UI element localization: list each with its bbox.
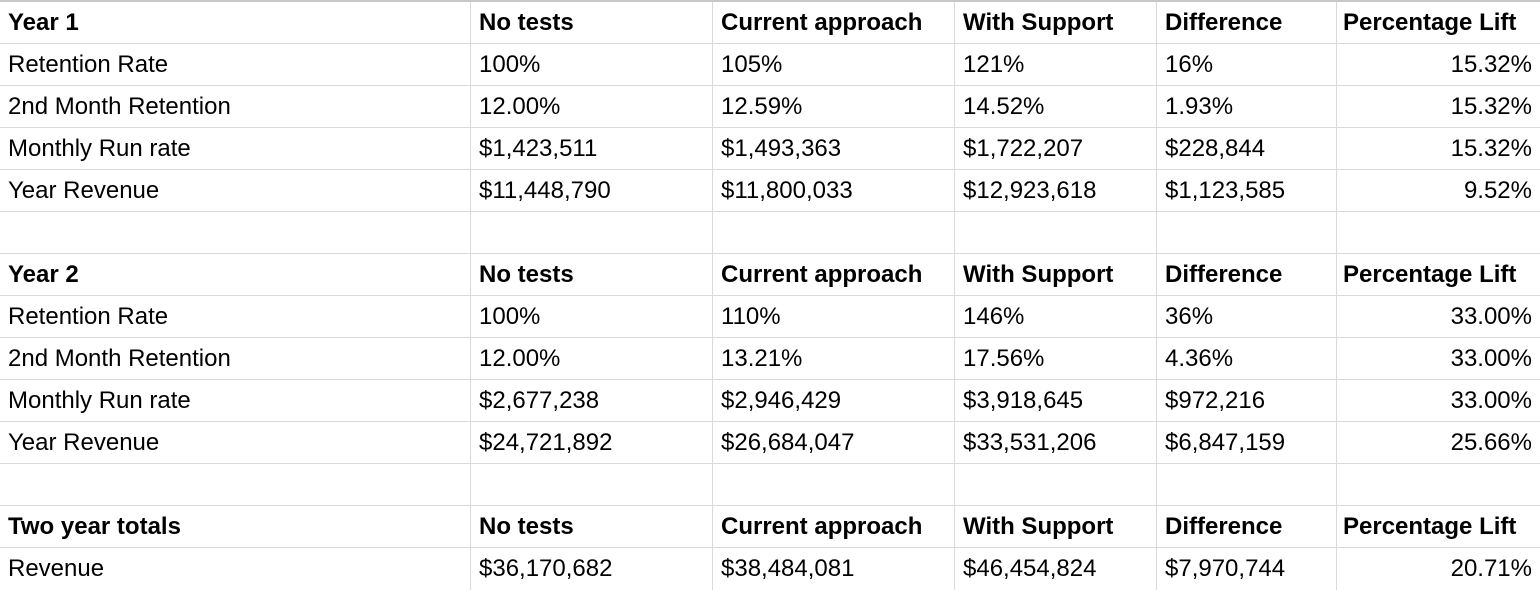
data-cell[interactable]: 121% bbox=[955, 44, 1157, 85]
data-cell[interactable]: 100% bbox=[471, 296, 713, 337]
empty-cell[interactable] bbox=[471, 212, 713, 253]
data-cell[interactable]: $1,493,363 bbox=[713, 128, 955, 169]
table-row: Retention Rate 100% 110% 146% 36% 33.00% bbox=[0, 296, 1540, 338]
row-label-cell[interactable]: Year Revenue bbox=[0, 422, 471, 463]
data-cell[interactable]: 25.66% bbox=[1450, 429, 1532, 456]
data-cell[interactable]: $11,800,033 bbox=[713, 170, 955, 211]
header-cell-current-approach[interactable]: Current approach bbox=[713, 254, 955, 295]
data-cell[interactable]: 15.32% bbox=[1450, 93, 1532, 120]
empty-cell[interactable] bbox=[1157, 212, 1337, 253]
table-row: Retention Rate 100% 105% 121% 16% 15.32% bbox=[0, 44, 1540, 86]
header-cell-with-support[interactable]: With Support bbox=[955, 254, 1157, 295]
header-cell-with-support[interactable]: With Support bbox=[955, 2, 1157, 43]
data-cell[interactable]: $2,677,238 bbox=[471, 380, 713, 421]
empty-row bbox=[0, 464, 1540, 506]
header-cell-difference[interactable]: Difference bbox=[1157, 254, 1337, 295]
data-cell[interactable]: 15.32% bbox=[1450, 135, 1532, 162]
data-cell[interactable]: 4.36% bbox=[1157, 338, 1337, 379]
section-header-row: Year 2 No tests Current approach With Su… bbox=[0, 254, 1540, 296]
data-cell[interactable]: 33.00% bbox=[1450, 345, 1532, 372]
empty-cell[interactable] bbox=[713, 464, 955, 505]
header-cell-difference[interactable]: Difference bbox=[1157, 2, 1337, 43]
data-cell[interactable]: 17.56% bbox=[955, 338, 1157, 379]
row-label-cell[interactable]: Retention Rate bbox=[0, 296, 471, 337]
data-cell[interactable]: $33,531,206 bbox=[955, 422, 1157, 463]
header-cell-no-tests[interactable]: No tests bbox=[471, 2, 713, 43]
header-cell-current-approach[interactable]: Current approach bbox=[713, 2, 955, 43]
header-cell-no-tests[interactable]: No tests bbox=[471, 506, 713, 547]
empty-cell[interactable] bbox=[1337, 212, 1540, 253]
data-cell[interactable]: 9.52% bbox=[1463, 177, 1532, 204]
header-cell-difference[interactable]: Difference bbox=[1157, 506, 1337, 547]
data-cell[interactable]: $46,454,824 bbox=[955, 548, 1157, 590]
data-cell[interactable]: 33.00% bbox=[1450, 303, 1532, 330]
table-row: Monthly Run rate $2,677,238 $2,946,429 $… bbox=[0, 380, 1540, 422]
header-cell-current-approach[interactable]: Current approach bbox=[713, 506, 955, 547]
data-cell[interactable]: $12,923,618 bbox=[955, 170, 1157, 211]
empty-cell[interactable] bbox=[471, 464, 713, 505]
header-cell-percentage-lift[interactable]: Percentage Lift bbox=[1343, 9, 1517, 36]
table-row: Revenue $36,170,682 $38,484,081 $46,454,… bbox=[0, 548, 1540, 590]
header-cell-no-tests[interactable]: No tests bbox=[471, 254, 713, 295]
row-label-cell[interactable]: Monthly Run rate bbox=[0, 380, 471, 421]
data-cell[interactable]: $11,448,790 bbox=[471, 170, 713, 211]
data-cell[interactable]: 110% bbox=[713, 296, 955, 337]
table-row: 2nd Month Retention 12.00% 12.59% 14.52%… bbox=[0, 86, 1540, 128]
data-cell[interactable]: 1.93% bbox=[1157, 86, 1337, 127]
data-cell[interactable]: $1,423,511 bbox=[471, 128, 713, 169]
data-cell[interactable]: $2,946,429 bbox=[713, 380, 955, 421]
data-cell[interactable]: $38,484,081 bbox=[713, 548, 955, 590]
empty-cell[interactable] bbox=[1157, 464, 1337, 505]
data-cell[interactable]: $6,847,159 bbox=[1157, 422, 1337, 463]
row-label-cell[interactable]: 2nd Month Retention bbox=[0, 86, 471, 127]
section-header-row: Year 1 No tests Current approach With Su… bbox=[0, 2, 1540, 44]
data-cell[interactable]: $1,722,207 bbox=[955, 128, 1157, 169]
data-cell[interactable]: 33.00% bbox=[1450, 387, 1532, 414]
data-cell[interactable]: 36% bbox=[1157, 296, 1337, 337]
data-cell[interactable]: 14.52% bbox=[955, 86, 1157, 127]
row-label-cell[interactable]: Monthly Run rate bbox=[0, 128, 471, 169]
row-label-cell[interactable]: Retention Rate bbox=[0, 44, 471, 85]
table-row: 2nd Month Retention 12.00% 13.21% 17.56%… bbox=[0, 338, 1540, 380]
data-cell[interactable]: $7,970,744 bbox=[1157, 548, 1337, 590]
row-label-cell[interactable]: Revenue bbox=[0, 548, 471, 590]
data-cell[interactable]: $24,721,892 bbox=[471, 422, 713, 463]
data-cell[interactable]: 15.32% bbox=[1450, 51, 1532, 78]
data-cell[interactable]: 105% bbox=[713, 44, 955, 85]
empty-cell[interactable] bbox=[0, 212, 471, 253]
data-cell[interactable]: 12.00% bbox=[471, 338, 713, 379]
empty-cell[interactable] bbox=[955, 464, 1157, 505]
data-cell[interactable]: $1,123,585 bbox=[1157, 170, 1337, 211]
empty-cell[interactable] bbox=[713, 212, 955, 253]
header-cell-percentage-lift[interactable]: Percentage Lift bbox=[1343, 513, 1517, 540]
data-cell[interactable]: 16% bbox=[1157, 44, 1337, 85]
data-cell[interactable]: $36,170,682 bbox=[471, 548, 713, 590]
header-cell-percentage-lift[interactable]: Percentage Lift bbox=[1343, 261, 1517, 288]
data-cell[interactable]: $26,684,047 bbox=[713, 422, 955, 463]
empty-cell[interactable] bbox=[0, 464, 471, 505]
header-cell-with-support[interactable]: With Support bbox=[955, 506, 1157, 547]
data-cell[interactable]: 13.21% bbox=[713, 338, 955, 379]
header-cell-label[interactable]: Year 2 bbox=[0, 254, 471, 295]
data-cell[interactable]: $972,216 bbox=[1157, 380, 1337, 421]
empty-row bbox=[0, 212, 1540, 254]
data-cell[interactable]: 146% bbox=[955, 296, 1157, 337]
header-cell-label[interactable]: Two year totals bbox=[0, 506, 471, 547]
data-cell[interactable]: $3,918,645 bbox=[955, 380, 1157, 421]
data-cell[interactable]: 12.59% bbox=[713, 86, 955, 127]
table-row: Year Revenue $11,448,790 $11,800,033 $12… bbox=[0, 170, 1540, 212]
section-header-row: Two year totals No tests Current approac… bbox=[0, 506, 1540, 548]
row-label-cell[interactable]: Year Revenue bbox=[0, 170, 471, 211]
empty-cell[interactable] bbox=[1337, 464, 1540, 505]
empty-cell[interactable] bbox=[955, 212, 1157, 253]
data-cell[interactable]: 12.00% bbox=[471, 86, 713, 127]
table-row: Year Revenue $24,721,892 $26,684,047 $33… bbox=[0, 422, 1540, 464]
data-cell[interactable]: 20.71% bbox=[1450, 555, 1532, 582]
table-row: Monthly Run rate $1,423,511 $1,493,363 $… bbox=[0, 128, 1540, 170]
data-cell[interactable]: 100% bbox=[471, 44, 713, 85]
row-label-cell[interactable]: 2nd Month Retention bbox=[0, 338, 471, 379]
header-cell-label[interactable]: Year 1 bbox=[0, 2, 471, 43]
data-cell[interactable]: $228,844 bbox=[1157, 128, 1337, 169]
